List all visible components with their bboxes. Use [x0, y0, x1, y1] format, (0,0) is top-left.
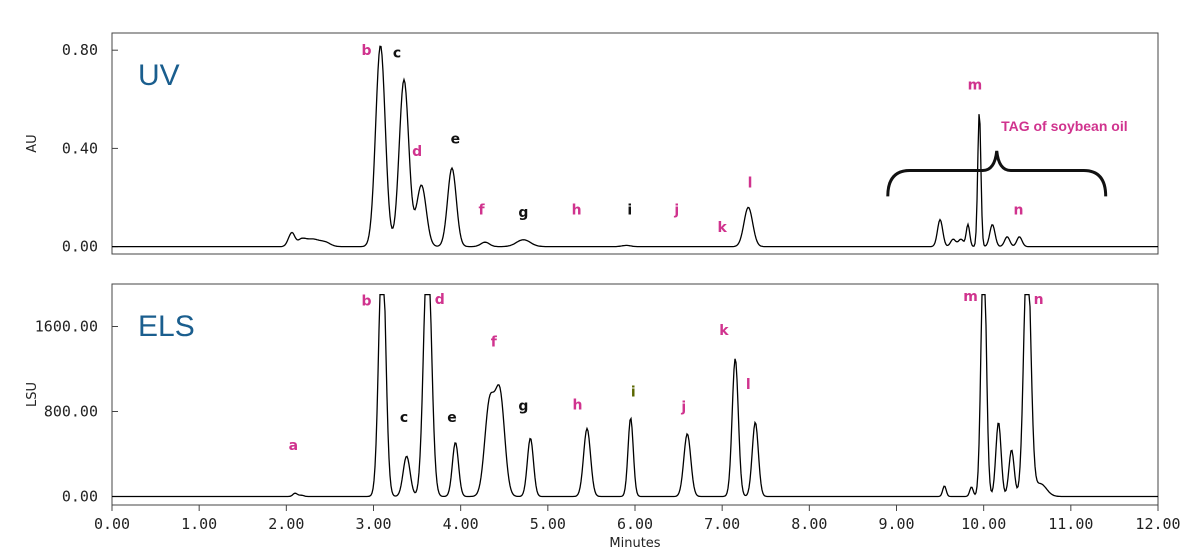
x-tick-label: 12.00: [1135, 515, 1180, 533]
els-peak-labels: a b c d e f g h i j k l m n: [289, 289, 1044, 454]
x-tick-label: 8.00: [791, 515, 827, 533]
peak-label-c: c: [400, 410, 408, 426]
els-y-axis-label: LSU: [25, 382, 40, 407]
peak-label-i: i: [631, 385, 636, 401]
x-axis: 0.00 1.00 2.00 3.00 4.00 5.00 6.00 7.00 8.00 9.00…: [94, 505, 1181, 533]
peak-label-f: f: [491, 335, 498, 351]
x-tick-label: 10.00: [961, 515, 1006, 533]
peak-label-f: f: [479, 203, 486, 219]
peak-label-l: l: [746, 377, 751, 393]
peak-label-m: m: [963, 289, 978, 305]
peak-label-m: m: [968, 77, 983, 93]
x-tick-label: 4.00: [443, 515, 479, 533]
peak-label-a: a: [289, 438, 298, 454]
y-tick-label: 0.40: [62, 139, 98, 157]
x-tick-label: 5.00: [530, 515, 566, 533]
uv-plot-frame: [111, 32, 1159, 255]
x-tick-label: 9.00: [878, 515, 914, 533]
x-tick-label: 1.00: [181, 515, 217, 533]
x-tick-label: 7.00: [704, 515, 740, 533]
y-tick-label: 0.00: [62, 238, 98, 256]
els-trace: [112, 293, 1158, 498]
peak-label-e: e: [451, 132, 461, 148]
tag-annotation: TAG of soybean oil: [1001, 118, 1128, 134]
peak-label-n: n: [1014, 203, 1024, 219]
y-tick-label: 800.00: [44, 403, 98, 421]
peak-label-h: h: [572, 203, 582, 219]
peak-label-i: i: [627, 203, 632, 219]
els-title: ELS: [138, 310, 195, 343]
els-y-axis: 0.00 800.00 1600.00: [35, 318, 118, 506]
y-tick-label: 1600.00: [35, 318, 98, 336]
x-tick-label: 3.00: [355, 515, 391, 533]
x-tick-label: 0.00: [94, 515, 130, 533]
tag-brace: [886, 150, 1108, 197]
x-tick-label: 2.00: [268, 515, 304, 533]
x-axis-label: Minutes: [609, 536, 660, 551]
peak-label-n: n: [1034, 292, 1044, 308]
uv-peak-labels: b c d e f g h i j k l m n: [362, 43, 1024, 236]
x-tick-label: 11.00: [1048, 515, 1093, 533]
peak-label-j: j: [680, 400, 686, 416]
peak-label-g: g: [518, 398, 528, 414]
peak-label-c: c: [393, 46, 401, 62]
peak-label-k: k: [718, 220, 728, 236]
peak-label-k: k: [719, 323, 729, 339]
uv-panel: 0.00 0.40 0.80 UV AU TAG of soybean oil b c…: [25, 32, 1159, 256]
x-tick-label: 6.00: [617, 515, 653, 533]
peak-label-j: j: [673, 203, 679, 219]
peak-label-d: d: [435, 292, 445, 308]
peak-label-l: l: [748, 176, 753, 192]
y-tick-label: 0.80: [62, 41, 98, 59]
peak-label-b: b: [362, 293, 372, 309]
uv-y-axis: 0.00 0.40 0.80: [62, 41, 118, 256]
y-tick-label: 0.00: [62, 488, 98, 506]
uv-y-axis-label: AU: [25, 134, 40, 152]
peak-label-h: h: [572, 397, 582, 413]
uv-title: UV: [138, 59, 180, 92]
peak-label-d: d: [412, 144, 422, 160]
els-panel: 0.00 800.00 1600.00 0.00 1.00 2.00 3.00 4.00 5.…: [25, 283, 1181, 551]
peak-label-b: b: [362, 43, 372, 59]
uv-trace: [112, 45, 1158, 248]
peak-label-g: g: [518, 205, 528, 221]
peak-label-e: e: [447, 410, 457, 426]
